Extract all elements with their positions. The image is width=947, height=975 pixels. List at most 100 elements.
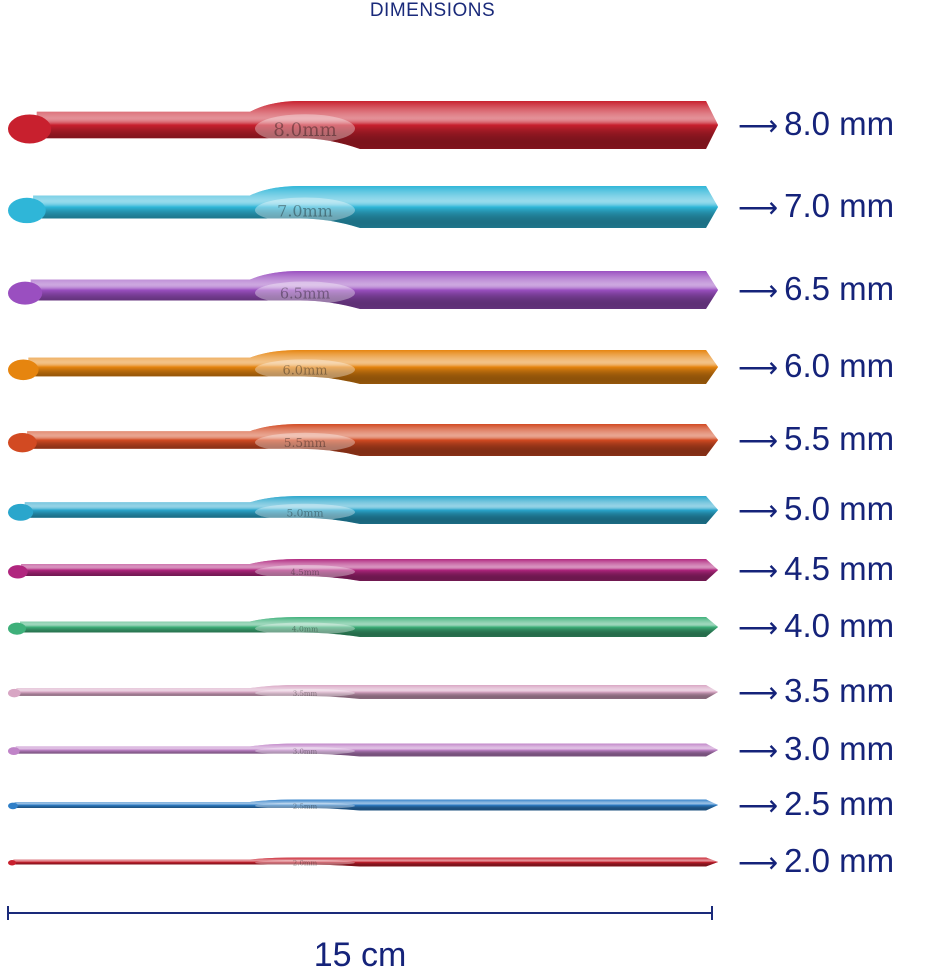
thumb-rest [255,622,355,635]
thumb-rest [255,114,355,143]
size-text: 2.0 mm [784,842,895,879]
hook-shine [24,496,719,524]
hook-shine [15,743,719,757]
size-text: 6.0 mm [784,347,895,384]
arrow-icon: ⟶ [738,735,779,766]
size-text: 8.0 mm [784,105,895,142]
crochet-hook: 3.0mm [8,743,719,757]
arrow-icon: ⟶ [738,612,779,643]
size-label: ⟶ 6.0 mm [738,349,894,382]
hook-engraving: 8.0mm [273,120,337,141]
hook-head [8,197,46,224]
hook-engraving: 6.5mm [280,287,331,303]
hook-head [8,688,21,698]
hook-head [8,622,26,635]
size-text: 5.0 mm [784,490,895,527]
arrow-icon: ⟶ [738,425,779,456]
size-text: 6.5 mm [784,270,895,307]
crochet-hook: 6.0mm [7,350,718,384]
hook-head [8,747,20,756]
crochet-hook: 6.5mm [8,271,719,309]
size-text: 5.5 mm [784,420,895,457]
size-label: ⟶ 3.5 mm [738,674,894,707]
crochet-hook: 4.5mm [8,559,718,581]
hook-engraving: 3.5mm [293,690,318,698]
hook-shine [27,424,718,456]
size-label: ⟶ 7.0 mm [738,189,894,222]
hook-head [8,565,28,579]
hook-shine [33,186,718,228]
arrow-icon: ⟶ [738,790,779,821]
crochet-hook: 2.0mm [8,857,718,868]
arrow-icon: ⟶ [738,192,779,223]
crochet-hook: 7.0mm [8,186,718,228]
hook-shine [16,685,718,699]
thumb-rest [255,197,355,223]
hook-head [8,114,52,144]
arrow-icon: ⟶ [738,110,779,141]
crochet-hook: 8.0mm [8,101,719,149]
arrow-icon: ⟶ [738,352,779,383]
diagram-title: DIMENSIONS [369,0,496,21]
hook-shine [21,559,718,581]
size-label: ⟶ 4.5 mm [738,552,894,585]
size-label: ⟶ 5.0 mm [738,492,894,525]
hook-head [8,860,17,866]
arrow-icon: ⟶ [738,677,779,708]
hook-head [7,359,39,381]
hook-engraving: 2.5mm [293,803,318,811]
crochet-hook: 5.0mm [8,496,719,524]
hook-head [8,432,37,453]
size-label: ⟶ 2.5 mm [738,787,894,820]
arrow-icon: ⟶ [738,847,779,878]
hook-engraving: 5.5mm [284,436,327,450]
hooks-illustration: 8.0mm 7.0mm 6.5mm 6.0mm 5.5mm 5.0mm 4.5mm 4.0mm… [7,101,719,868]
size-text: 3.0 mm [784,730,895,767]
arrow-icon: ⟶ [738,555,779,586]
thumb-rest [255,281,355,305]
size-text: 3.5 mm [784,672,895,709]
crochet-hook: 4.0mm [8,617,718,637]
size-label: ⟶ 8.0 mm [738,107,894,140]
hook-shine [30,271,719,309]
thumb-rest [255,503,355,521]
size-text: 4.0 mm [784,607,895,644]
hook-head [8,281,43,305]
size-label: ⟶ 2.0 mm [738,844,894,877]
arrow-icon: ⟶ [738,495,779,526]
length-label: 15 cm [313,936,407,974]
hook-head [8,802,18,810]
crochet-hook: 5.5mm [8,424,718,456]
crochet-hook: 2.5mm [8,799,719,811]
size-label: ⟶ 6.5 mm [738,272,894,305]
length-ruler [7,906,713,920]
thumb-rest [255,747,355,755]
hook-engraving: 5.0mm [286,506,323,519]
thumb-rest [255,432,355,452]
hook-shine [13,857,718,867]
hook-shine [28,350,718,384]
size-label: ⟶ 3.0 mm [738,732,894,765]
hook-engraving: 6.0mm [282,364,327,379]
hook-engraving: 4.0mm [292,625,318,634]
size-text: 2.5 mm [784,785,895,822]
thumb-rest [255,802,355,810]
size-label: ⟶ 5.5 mm [738,422,894,455]
hook-engraving: 7.0mm [277,201,333,220]
thumb-rest [255,688,355,698]
hook-head [8,503,34,521]
hook-shine [36,101,719,149]
arrow-icon: ⟶ [738,275,779,306]
thumb-rest [255,859,355,866]
hook-shine [20,617,718,637]
hook-engraving: 2.0mm [293,860,318,868]
size-text: 4.5 mm [784,550,895,587]
thumb-rest [255,565,355,579]
hook-engraving: 3.0mm [293,748,318,756]
thumb-rest [255,359,355,380]
crochet-hook: 3.5mm [8,685,718,699]
size-text: 7.0 mm [784,187,895,224]
hook-shine [14,799,719,811]
hook-engraving: 4.5mm [290,567,319,577]
size-label: ⟶ 4.0 mm [738,609,894,642]
